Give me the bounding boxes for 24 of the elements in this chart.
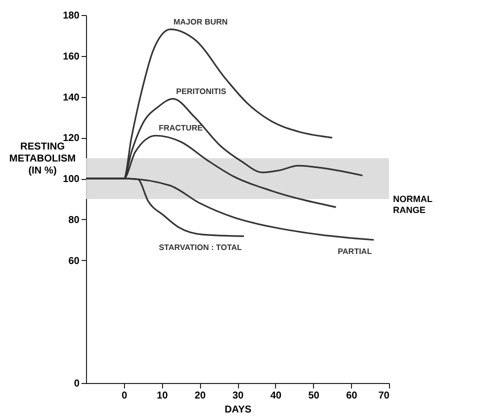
y-tick-label: 120: [62, 133, 80, 144]
x-tick-label: 70: [378, 390, 390, 402]
x-tick-label: 20: [194, 390, 206, 402]
x-tick-label: 50: [308, 390, 320, 402]
series-label: FRACTURE: [158, 124, 204, 133]
y-tick-label: 60: [68, 256, 80, 267]
band-label: NORMAL RANGE: [393, 194, 433, 215]
x-tick-label: 60: [346, 390, 358, 402]
y-tick-label: 140: [62, 92, 80, 104]
series-label: STARVATION : TOTAL: [158, 243, 242, 252]
y-tick-label: 80: [68, 214, 80, 226]
y-tick-label: 100: [62, 174, 80, 186]
y-tick-label: 180: [62, 10, 80, 22]
y-tick-label: 0: [74, 378, 80, 390]
series-label: PERITONITIS: [176, 86, 227, 96]
series-label: PARTIAL: [338, 246, 372, 256]
x-axis-title: DAYS: [224, 404, 252, 416]
x-tick-label: 30: [232, 390, 244, 402]
series-label: MAJOR BURN: [173, 17, 228, 26]
x-tick-label: 40: [270, 390, 282, 402]
x-tick-label: 10: [156, 390, 168, 402]
y-tick-label: 160: [62, 51, 80, 62]
x-tick-label: 0: [122, 390, 128, 402]
y-axis-title: RESTING METABOLISM (IN %): [9, 142, 76, 176]
